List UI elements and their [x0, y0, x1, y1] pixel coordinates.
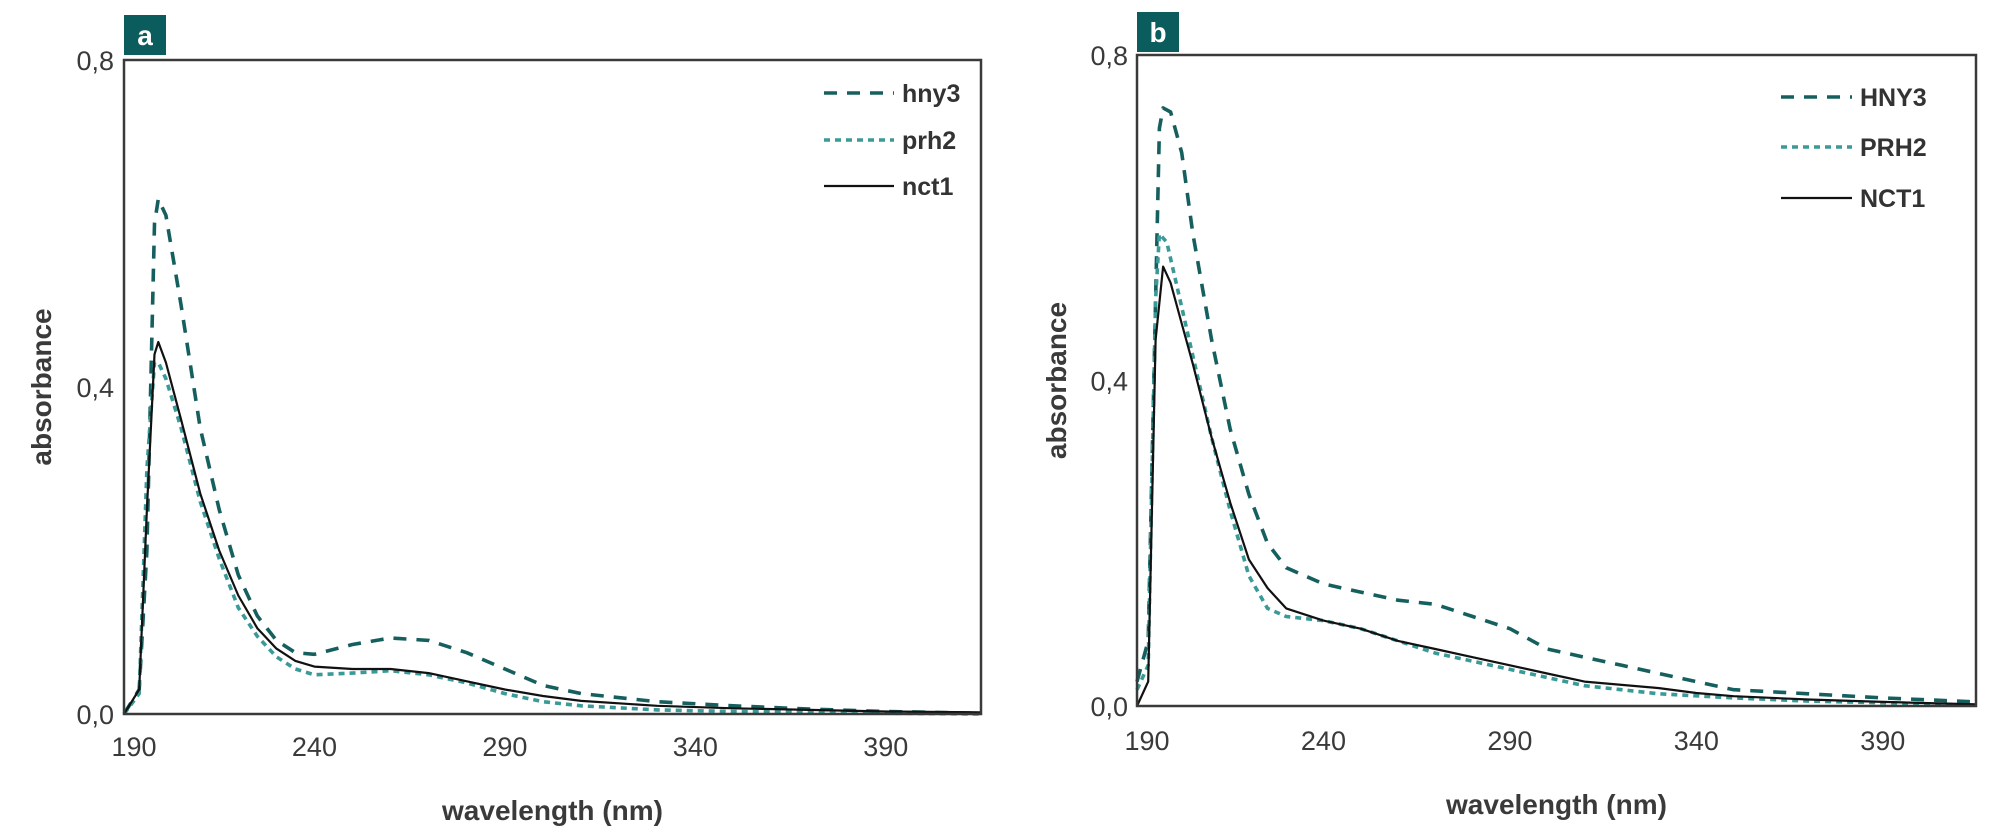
- panel-label: b: [1149, 17, 1166, 48]
- y-axis-label: absorbance: [1041, 302, 1072, 459]
- panel-label: a: [137, 20, 153, 51]
- series-line-prh2: [1135, 232, 1977, 707]
- y-tick-label: 0,0: [76, 700, 114, 730]
- series-line-hny3: [1135, 106, 1977, 704]
- x-axis-label: wavelength (nm): [441, 795, 663, 826]
- y-tick-label: 0,0: [1090, 692, 1128, 722]
- y-axis-label: absorbance: [26, 308, 57, 465]
- panel-label-badge: [1137, 12, 1179, 52]
- x-tick-label: 290: [1487, 726, 1532, 756]
- plot-frame: [1135, 53, 1978, 708]
- y-tick-label: 0,4: [76, 373, 114, 403]
- x-tick-label: 240: [1301, 726, 1346, 756]
- y-tick-label: 0,4: [1090, 367, 1128, 397]
- series-line-hny3: [122, 197, 982, 715]
- chart-panel-b: b HNY3 PRH2 NCT1 190 240 290 340 390 0,0 0,4 0,8 wav…: [1041, 12, 1978, 820]
- y-tick-label: 0,8: [1090, 41, 1128, 71]
- legend-label-hny3: hny3: [902, 80, 960, 108]
- chart-panel-a: a hny3 prh2 nct1 190 240 290 340 390 0,0 0,4 0,8 wav…: [26, 15, 983, 826]
- x-tick-label: 340: [1674, 726, 1719, 756]
- legend-label-hny3: HNY3: [1860, 84, 1927, 112]
- x-tick-label: 190: [1124, 726, 1169, 756]
- series-line-prh2: [122, 360, 982, 716]
- legend-label-nct1: nct1: [902, 173, 954, 201]
- x-axis-label: wavelength (nm): [1445, 789, 1667, 820]
- legend-label-prh2: prh2: [902, 127, 956, 155]
- series-line-nct1: [1136, 265, 1977, 707]
- x-tick-label: 340: [673, 732, 718, 762]
- x-tick-label: 190: [111, 732, 156, 762]
- legend-label-nct1: NCT1: [1860, 185, 1925, 213]
- legend-label-prh2: PRH2: [1860, 134, 1927, 162]
- x-tick-label: 240: [292, 732, 337, 762]
- series-line-nct1: [123, 340, 982, 715]
- plot-frame: [122, 58, 983, 716]
- y-tick-label: 0,8: [76, 46, 114, 76]
- x-tick-label: 390: [863, 732, 908, 762]
- panel-label-badge: [124, 15, 166, 55]
- x-tick-label: 290: [482, 732, 527, 762]
- x-tick-label: 390: [1860, 726, 1905, 756]
